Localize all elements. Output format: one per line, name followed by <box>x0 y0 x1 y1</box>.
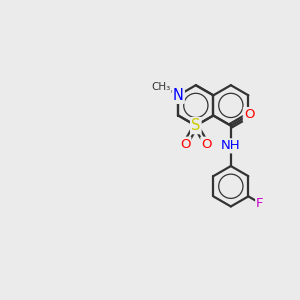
Text: F: F <box>256 196 264 210</box>
Text: CH₃: CH₃ <box>151 82 170 92</box>
Text: NH: NH <box>221 139 241 152</box>
Text: O: O <box>244 108 254 121</box>
Text: S: S <box>191 118 200 133</box>
Text: N: N <box>173 88 184 103</box>
Text: O: O <box>180 138 190 151</box>
Text: O: O <box>201 138 212 151</box>
